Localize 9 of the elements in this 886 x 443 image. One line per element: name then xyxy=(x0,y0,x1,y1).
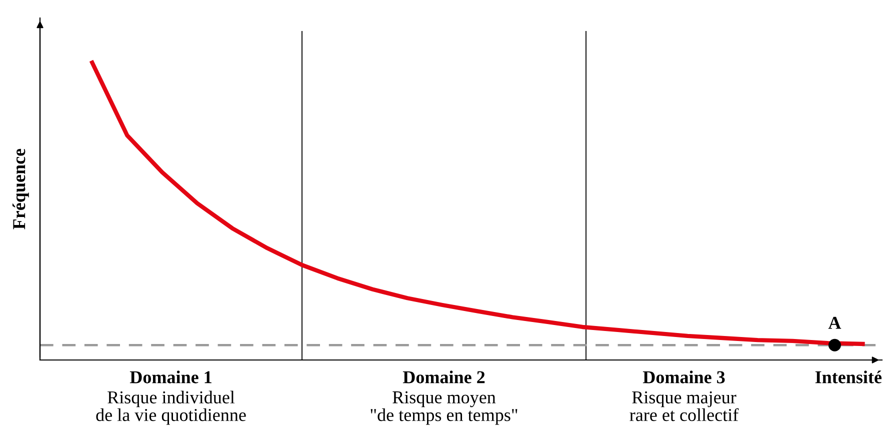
ref-line-label: A xyxy=(828,316,842,329)
y-axis-title: Fréquence xyxy=(12,148,29,230)
x-axis-title: Intensité xyxy=(815,370,882,384)
text: Risque individuel de la vie quotidienne xyxy=(96,390,246,425)
text: Risque majeur rare et collectif xyxy=(630,391,739,422)
text: Domaine 2 xyxy=(402,370,485,384)
text: Domaine 3 xyxy=(642,370,725,384)
text: Risque moyen "de temps en temps" xyxy=(370,391,518,425)
text: Domaine 1 xyxy=(130,370,212,384)
